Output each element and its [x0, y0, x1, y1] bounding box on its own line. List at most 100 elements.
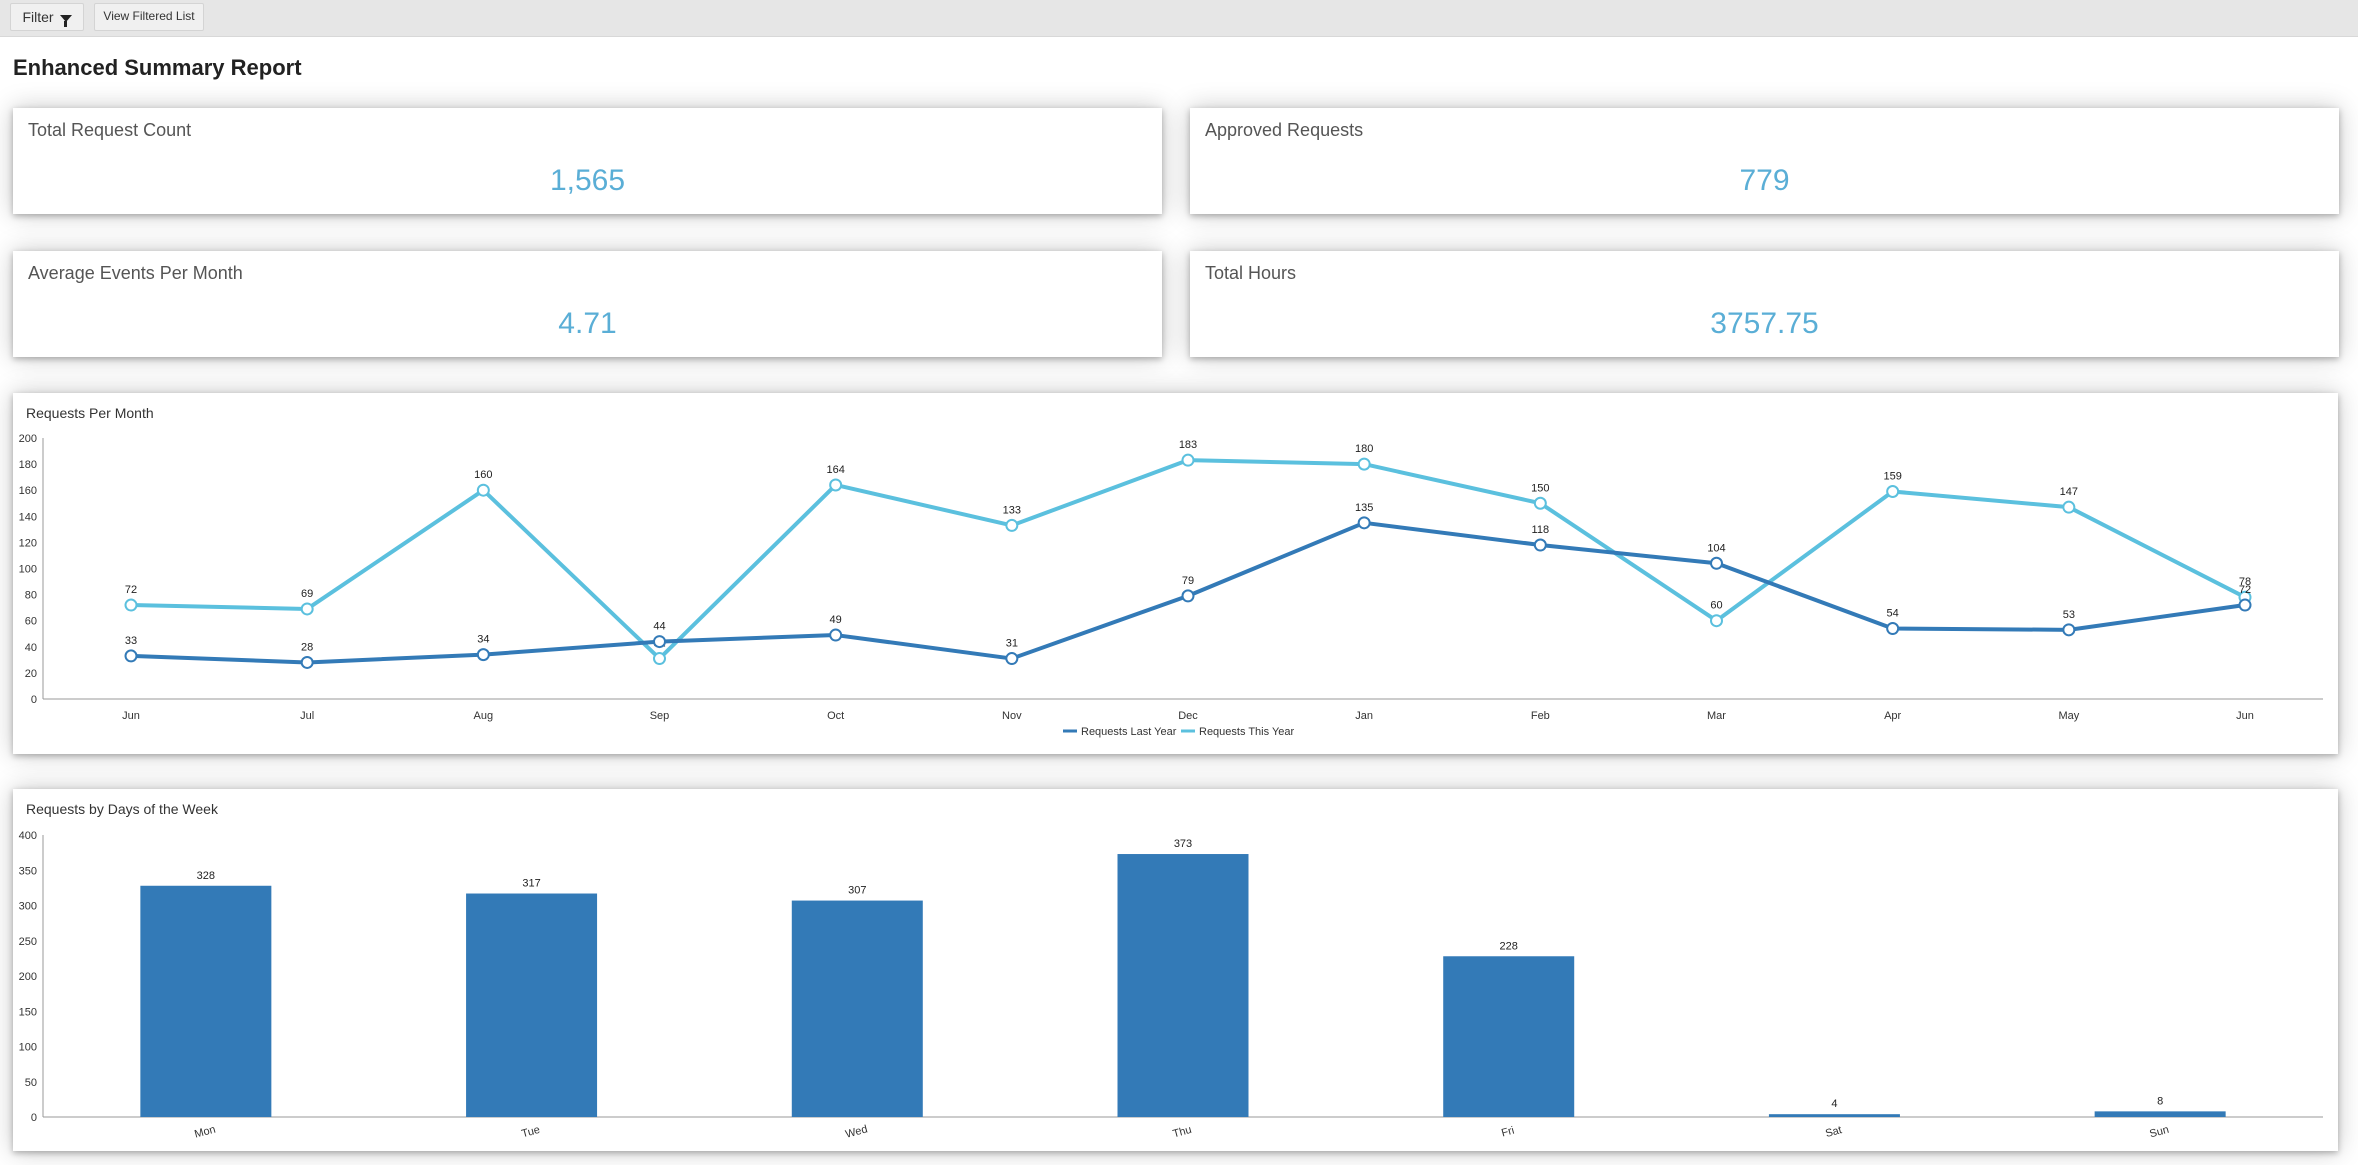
data-label: 72 [2239, 584, 2251, 596]
chart-title: Requests by Days of the Week [26, 801, 218, 817]
data-point [829, 478, 843, 492]
data-label: 317 [522, 878, 540, 890]
x-tick-label: Dec [1178, 710, 1198, 722]
x-tick-label: Nov [1002, 710, 1022, 722]
data-point [1710, 556, 1723, 570]
bar [2094, 1111, 2226, 1117]
data-label: 44 [653, 621, 665, 633]
data-point [2062, 623, 2076, 637]
y-tick-label: 80 [25, 590, 37, 602]
data-point [476, 648, 490, 662]
kpi-card-approved-requests: Approved Requests 779 [1190, 108, 2339, 214]
y-tick-label: 200 [19, 433, 37, 445]
data-point [1357, 516, 1371, 530]
requests-per-month-chart: 0 20 40 60 80 100 120 140 160 180 200 Jun Jul Aug Sep O… [19, 433, 2323, 738]
data-label: 49 [830, 614, 842, 626]
kpi-card-total-request-count: Total Request Count 1,565 [13, 108, 1162, 214]
x-tick-label: Jun [122, 710, 140, 722]
y-tick-label: 40 [25, 642, 37, 654]
requests-by-day-chart: 0 50 100 150 200 250 300 350 400 328 Mon 317 Tue 307 W… [19, 830, 2323, 1141]
y-tick-label: 140 [19, 511, 37, 523]
data-label: 150 [1531, 482, 1549, 494]
data-label: 228 [1500, 940, 1518, 952]
data-label: 53 [2063, 609, 2075, 621]
bar [1768, 1114, 1900, 1117]
data-point [829, 628, 843, 642]
kpi-label: Approved Requests [1205, 120, 1364, 140]
data-label: 8 [2157, 1095, 2163, 1107]
view-filtered-list-button[interactable]: View Filtered List [94, 3, 204, 31]
x-tick-label: Tue [520, 1124, 541, 1140]
data-point [1181, 453, 1195, 467]
bar [791, 900, 923, 1117]
y-tick-label: 120 [19, 537, 37, 549]
y-tick-label: 100 [19, 1042, 37, 1054]
data-label: 159 [1883, 471, 1901, 483]
data-label: 79 [1182, 575, 1194, 587]
data-point [1005, 652, 1019, 666]
data-label: 328 [197, 870, 215, 882]
x-tick-label: May [2058, 710, 2079, 722]
bar [1117, 854, 1249, 1117]
y-tick-label: 0 [31, 694, 37, 706]
data-point [1357, 457, 1371, 471]
data-point [300, 655, 314, 669]
y-tick-label: 200 [19, 971, 37, 983]
kpi-value: 4.71 [558, 307, 617, 340]
filter-button-label: Filter [22, 9, 54, 25]
data-label: 104 [1707, 542, 1725, 554]
data-label: 4 [1831, 1098, 1837, 1110]
legend-label-this-year: Requests This Year [1199, 726, 1295, 738]
x-tick-label: Aug [474, 710, 494, 722]
requests-by-day-panel: Requests by Days of the Week 0 50 100 150 20… [13, 789, 2338, 1151]
filter-funnel-icon [59, 14, 72, 27]
kpi-label: Total Hours [1205, 263, 1297, 283]
x-tick-label: Jan [1355, 710, 1373, 722]
bar [140, 885, 272, 1117]
filter-button[interactable]: Filter [10, 3, 84, 31]
data-point [653, 652, 666, 666]
y-tick-label: 300 [19, 901, 37, 913]
data-point [476, 483, 490, 497]
kpi-label: Total Request Count [28, 120, 192, 140]
data-label: 118 [1532, 524, 1550, 536]
data-point [300, 602, 314, 616]
data-label: 69 [301, 588, 313, 600]
y-tick-label: 20 [25, 668, 37, 680]
data-label: 183 [1179, 439, 1197, 451]
requests-per-month-panel: Requests Per Month 0 20 40 60 80 100 120 140 160… [13, 393, 2338, 754]
data-point [1181, 589, 1195, 603]
data-label: 164 [826, 464, 844, 476]
y-tick-label: 60 [25, 616, 37, 628]
data-point [1005, 518, 1019, 532]
data-label: 373 [1174, 838, 1192, 850]
data-point [124, 649, 138, 663]
y-tick-label: 250 [19, 936, 37, 948]
data-label: 72 [125, 584, 137, 596]
x-tick-label: Mar [1707, 710, 1726, 722]
page-title: Enhanced Summary Report [13, 55, 302, 80]
y-tick-label: 350 [19, 865, 37, 877]
y-tick-label: 400 [19, 830, 37, 842]
kpi-card-average-events-per-month: Average Events Per Month 4.71 [13, 251, 1162, 357]
data-label: 60 [1710, 600, 1722, 612]
kpi-card-total-hours: Total Hours 3757.75 [1190, 251, 2339, 357]
data-point [1886, 622, 1900, 636]
data-label: 307 [848, 885, 866, 897]
x-tick-label: Wed [844, 1123, 869, 1140]
y-tick-label: 0 [31, 1112, 37, 1124]
data-label: 28 [301, 641, 313, 653]
data-label: 133 [1003, 504, 1021, 516]
x-tick-label: Sun [2148, 1124, 2170, 1141]
kpi-value: 3757.75 [1710, 307, 1819, 340]
y-tick-label: 50 [25, 1077, 37, 1089]
kpi-value: 1,565 [549, 164, 626, 197]
bar [1443, 956, 1575, 1117]
data-label: 78 [2239, 576, 2251, 588]
y-tick-label: 180 [19, 459, 37, 471]
data-label: 33 [125, 635, 137, 647]
chart-title: Requests Per Month [26, 405, 154, 421]
data-label: 34 [477, 634, 489, 646]
data-point [1533, 538, 1547, 552]
y-tick-label: 100 [19, 564, 37, 576]
